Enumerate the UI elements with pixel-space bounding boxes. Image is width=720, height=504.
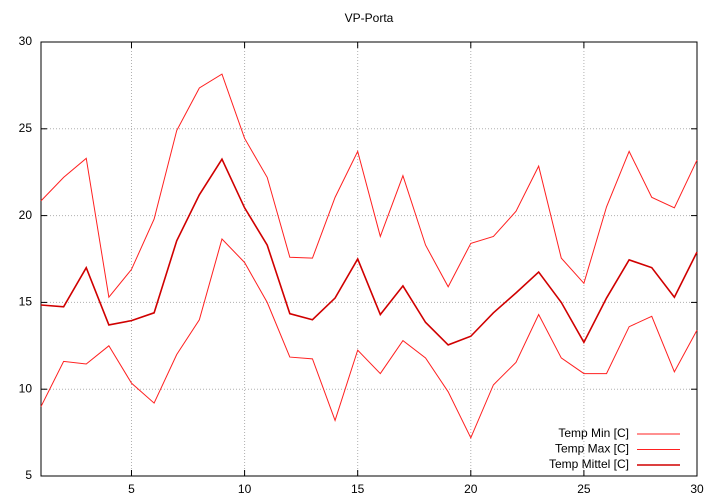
plot-border [40, 41, 698, 477]
y-tick-label: 15 [19, 295, 33, 309]
series-line [40, 73, 698, 299]
x-tick-label: 5 [128, 482, 135, 496]
series-line [40, 157, 698, 346]
legend-label: Temp Min [C] [558, 426, 629, 440]
x-tick-label: 30 [690, 482, 704, 496]
x-tick-label: 20 [464, 482, 478, 496]
series-line [40, 238, 698, 440]
y-tick-label: 10 [19, 381, 33, 395]
y-tick-label: 5 [25, 468, 32, 482]
y-tick-label: 25 [19, 121, 33, 135]
x-tick-label: 15 [351, 482, 365, 496]
y-tick-label: 20 [19, 208, 33, 222]
legend-label: Temp Mittel [C] [549, 457, 629, 471]
x-tick-label: 25 [577, 482, 591, 496]
x-tick-label: 10 [238, 482, 252, 496]
legend-label: Temp Max [C] [555, 442, 629, 456]
y-tick-label: 30 [19, 34, 33, 48]
chart-title: VP-Porta [345, 11, 394, 25]
